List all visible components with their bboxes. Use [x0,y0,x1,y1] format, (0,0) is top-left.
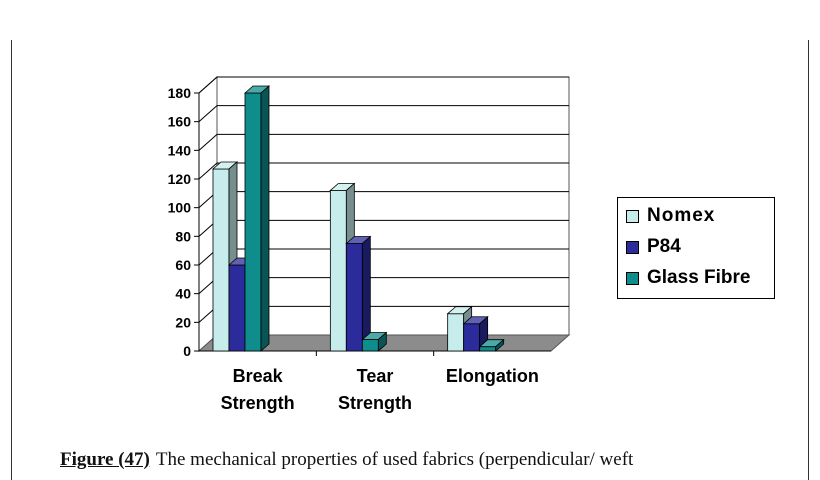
bar-front [244,92,262,352]
legend: Nomex P84 Glass Fibre [617,197,775,299]
right-border-line [808,40,809,480]
legend-swatch-glass-fibre [626,271,639,285]
y-tick-label: 160 [168,114,192,130]
y-tick-label: 60 [175,257,191,273]
category-label: Elongation [446,366,539,386]
category-label: Strength [221,393,295,413]
legend-swatch-p84 [626,240,639,254]
legend-item-nomex: Nomex [626,205,715,227]
bar-front [228,264,246,352]
y-tick-label: 120 [168,171,192,187]
bar-side [495,338,505,352]
category-label: Strength [338,393,412,413]
y-tick-label: 140 [168,142,192,158]
category-label: Break [233,366,284,386]
left-border-line [11,40,12,480]
bar [243,85,271,352]
bar-front [361,339,379,352]
bar-chart: 0 20 40 60 80 100 120 140 160 180 Break Strength Te… [168,75,571,413]
bar-front [447,313,465,352]
figure-caption: Figure (47) The mechanical properties of … [60,449,633,471]
legend-label-p84: P84 [647,236,681,257]
bar-side [260,85,270,352]
category-labels: Break Strength Tear Strength Elongation [221,366,539,413]
chart-walls [197,75,571,353]
legend-swatch-nomex [626,209,639,223]
gridline [198,76,569,94]
bar-front [329,190,347,352]
bar [361,331,388,352]
y-tick-label: 40 [175,286,191,302]
y-tick-label: 100 [168,200,192,216]
y-tick-label: 180 [168,85,192,101]
back-wall [216,76,570,336]
bar-front [463,323,481,352]
y-tick-label: 80 [175,228,191,244]
bar-side [377,331,387,352]
legend-label-nomex: Nomex [647,205,716,226]
y-tick-label: 0 [183,343,191,359]
gridline [198,162,569,180]
bars [211,85,505,352]
legend-item-glass-fibre: Glass Fibre [626,267,751,289]
bar [478,338,505,352]
legend-label-glass-fibre: Glass Fibre [647,267,751,288]
category-label: Tear [357,366,394,386]
bar-front [212,168,230,352]
bar [345,235,372,352]
caption-label: Figure (47) [60,449,150,470]
gridline [198,105,569,123]
bar-front [345,243,363,352]
y-tick-label: 20 [175,314,191,330]
caption-text: The mechanical properties of used fabric… [155,449,634,470]
legend-item-p84: P84 [626,236,681,258]
gridline [198,133,569,151]
bar-front [479,346,497,352]
